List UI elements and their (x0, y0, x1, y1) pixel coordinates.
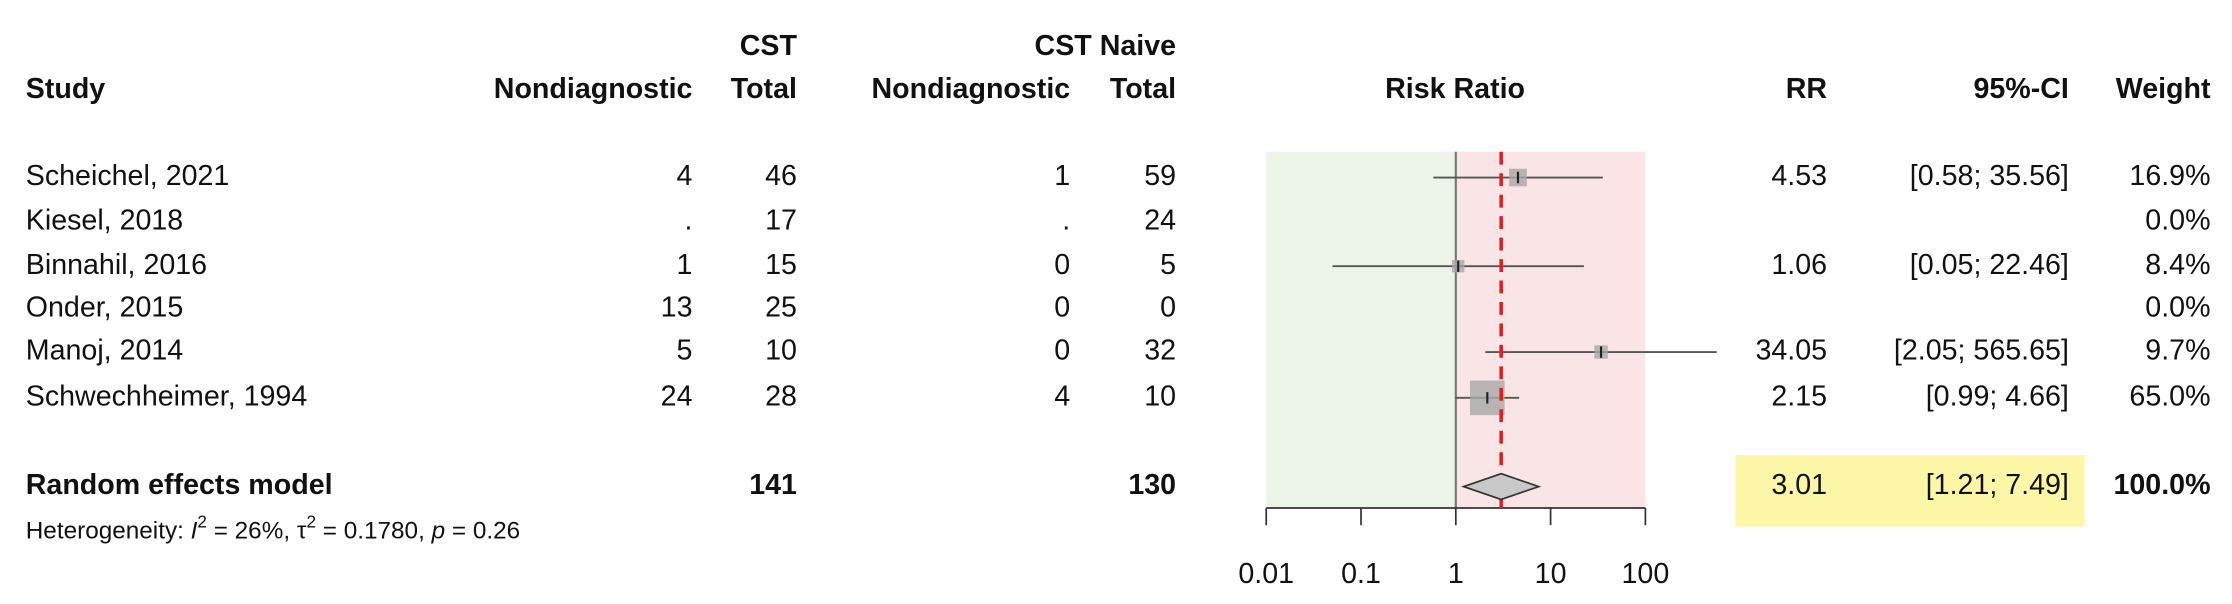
x-tick-label: 10 (1535, 558, 1567, 590)
col-header: Total (1110, 73, 1176, 105)
plot-background (1266, 151, 2085, 527)
total: 15 (765, 249, 797, 281)
rr-value: 1.06 (1771, 249, 1827, 281)
rr-value: 4.53 (1771, 160, 1827, 192)
heterogeneity-part: 2 (197, 511, 207, 531)
total: 46 (765, 160, 797, 192)
summary-total: 130 (1128, 469, 1176, 501)
total: 10 (765, 335, 797, 367)
group-header: CST (740, 30, 798, 62)
heterogeneity-part: Heterogeneity: (26, 518, 191, 545)
heterogeneity-part: = 0.26 (445, 518, 520, 545)
total: 0 (1160, 292, 1176, 324)
summary-highlight (1735, 455, 2085, 527)
heterogeneity-part: p (431, 518, 446, 545)
x-tick-label: 0.1 (1341, 558, 1381, 590)
events: 13 (661, 292, 693, 324)
study-name: Scheichel, 2021 (26, 160, 230, 192)
summary-weight: 100.0% (2113, 469, 2210, 501)
x-tick-label: 0.01 (1238, 558, 1294, 590)
total: 28 (765, 380, 797, 412)
summary-diamond (1461, 472, 1542, 501)
col-header: Nondiagnostic (494, 73, 693, 105)
events: 0 (1054, 292, 1070, 324)
ci-value: [2.05; 565.65] (1894, 335, 2069, 367)
heterogeneity-part: I (191, 518, 198, 545)
rr-value: 2.15 (1771, 380, 1827, 412)
events: 0 (1054, 249, 1070, 281)
favours-right-region (1455, 151, 1646, 509)
col-header: Total (731, 73, 797, 105)
heterogeneity-part: 2 (306, 511, 316, 531)
total: 24 (1144, 204, 1176, 236)
study-name: Schwechheimer, 1994 (26, 380, 308, 412)
heterogeneity-part: = 0.1780, (316, 518, 432, 545)
events: 1 (1054, 160, 1070, 192)
events: 4 (677, 160, 693, 192)
summary-ci: [1.21; 7.49] (1926, 469, 2069, 501)
col-header: Study (26, 73, 106, 105)
study-name: Manoj, 2014 (26, 335, 184, 367)
summary-total: 141 (749, 469, 797, 501)
col-header: RR (1786, 73, 1828, 105)
x-tick-label: 100 (1622, 558, 1670, 590)
summary-name: Random effects model (26, 469, 333, 501)
total: 10 (1144, 380, 1176, 412)
summary-rr: 3.01 (1771, 469, 1827, 501)
group-header: CST Naive (1035, 30, 1177, 62)
heterogeneity: Heterogeneity: I2 = 26%, τ2 = 0.1780, p … (26, 511, 520, 545)
events: . (1062, 204, 1070, 236)
col-header: Nondiagnostic (872, 73, 1071, 105)
events: 1 (677, 249, 693, 281)
x-tick-label: 1 (1448, 558, 1464, 590)
col-header: Weight (2116, 73, 2211, 105)
col-header: 95%-CI (1973, 73, 2068, 105)
total: 32 (1144, 335, 1176, 367)
weight-value: 0.0% (2145, 204, 2210, 236)
total: 17 (765, 204, 797, 236)
events: 5 (677, 335, 693, 367)
favours-left-region (1266, 151, 1456, 509)
weight-value: 9.7% (2145, 335, 2210, 367)
events: 24 (661, 380, 693, 412)
weight-value: 65.0% (2129, 380, 2210, 412)
weight-value: 0.0% (2145, 292, 2210, 324)
events: 0 (1054, 335, 1070, 367)
total: 5 (1160, 249, 1176, 281)
study-name: Kiesel, 2018 (26, 204, 183, 236)
col-header: Risk Ratio (1385, 73, 1525, 105)
total: 25 (765, 292, 797, 324)
ci-value: [0.05; 22.46] (1910, 249, 2069, 281)
weight-value: 8.4% (2145, 249, 2210, 281)
study-name: Onder, 2015 (26, 292, 183, 324)
events: 4 (1054, 380, 1070, 412)
study-name: Binnahil, 2016 (26, 249, 207, 281)
weight-value: 16.9% (2129, 160, 2210, 192)
ci-value: [0.99; 4.66] (1926, 380, 2069, 412)
ci-value: [0.58; 35.56] (1910, 160, 2069, 192)
rr-value: 34.05 (1755, 335, 1827, 367)
total: 59 (1144, 160, 1176, 192)
heterogeneity-part: = 26%, (207, 518, 297, 545)
events: . (685, 204, 693, 236)
heterogeneity-part: τ (297, 518, 307, 545)
